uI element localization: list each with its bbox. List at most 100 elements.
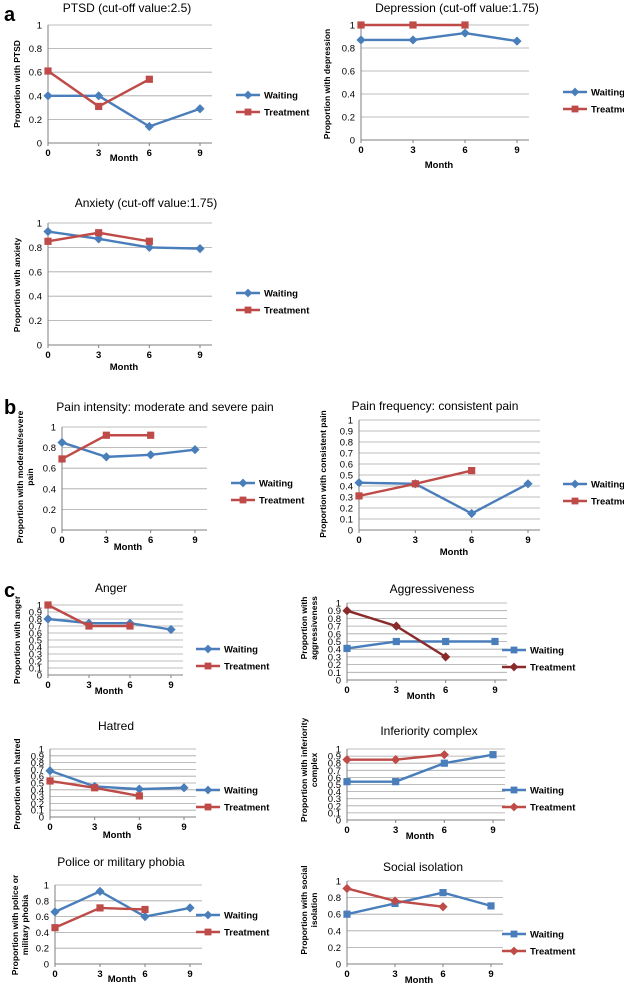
y-tick-label: 0.4 [328,645,341,656]
series-line-waiting [47,617,172,631]
y-tick-label: 0.6 [328,629,341,640]
y-tick-label: 0.3 [328,794,341,805]
x-tick-label: 6 [148,535,153,546]
x-tick-label: 9 [525,535,530,546]
legend-marker [204,662,212,670]
data-point-treatment [95,102,103,111]
y-tick-label: 0.1 [31,806,44,817]
legend-marker [203,785,213,795]
y-tick-label: 0 [37,341,42,352]
data-point-treatment [439,750,449,760]
legend-marker [571,105,579,113]
data-point-waiting [343,644,351,653]
x-tick-label: 9 [192,535,197,546]
x-tick-label: 0 [45,350,50,361]
x-axis-label: Month [110,362,139,373]
y-axis-label-line: Proportion with anger [12,595,22,684]
y-tick-label: 0.1 [328,808,341,819]
chart-title: Depression (cut-off value:1.75) [375,1,539,15]
y-axis-label-line: Proportion with consistent pain [318,410,328,538]
legend-label: Waiting [591,88,624,99]
y-axis-label-line: Proportion with PTSD [12,40,22,128]
y-tick-label: 0.1 [328,668,341,679]
y-tick-label: 0.4 [342,90,355,101]
data-point-treatment [145,75,153,83]
series-line-waiting [48,94,201,128]
chart-anger: 00.10.20.30.40.50.60.70.80.91 0 3 6 9 Anger Mo… [12,581,270,697]
y-tick-label: 0.4 [29,91,42,102]
data-point-treatment [355,492,363,500]
y-axis-label-line: Proportion with [299,597,309,660]
legend-marker [244,306,252,314]
chart-pain-frequency: 00.10.20.30.40.50.60.70.80.91 0 3 6 9 Pain fr… [318,399,624,558]
data-point-treatment [409,21,417,29]
y-tick-label: 0.8 [340,438,353,449]
y-tick-label: 1 [51,423,56,434]
data-point-treatment [91,784,99,792]
data-point-waiting [343,910,351,918]
y-tick-label: 1 [350,21,355,32]
y-tick-label: 0.5 [328,637,341,648]
legend-label: Treatment [224,928,270,939]
data-point-waiting [487,902,495,910]
data-point-waiting [442,637,450,646]
chart-title: Anxiety (cut-off value:1.75) [75,196,218,210]
data-point-waiting [94,234,104,244]
data-point-waiting [195,104,205,114]
y-tick-label: 0.8 [36,896,49,907]
x-tick-label: 6 [469,535,474,546]
x-tick-label: 6 [142,969,147,980]
y-axis-label-line: Proportion with police or [10,874,20,975]
data-point-treatment [357,21,365,29]
y-tick-label: 0.8 [328,759,341,770]
y-tick-label: 0.5 [340,471,353,482]
x-tick-label: 3 [86,680,91,691]
y-axis-label: Proportion with PTSD [12,40,22,128]
y-axis-label-line: Proportion with moderate/severe [15,410,25,543]
y-tick-label: 0.8 [31,758,44,769]
y-tick-label: 0.6 [340,460,353,471]
y-tick-label: 0.3 [29,650,42,661]
y-axis-label-line: isolation [309,893,319,928]
x-axis-label: Month [95,686,124,697]
legend-marker [510,930,518,938]
y-tick-label: 0.5 [31,779,44,790]
y-tick-label: 0.4 [340,482,353,493]
y-tick-label: 1 [37,21,42,32]
x-tick-label: 9 [187,969,192,980]
data-point-treatment [96,904,104,912]
data-point-treatment [51,924,59,932]
series-line-waiting [47,230,201,250]
y-tick-label: 0.5 [29,636,42,647]
y-axis-label: Proportion with consistent pain [318,410,328,538]
data-point-waiting [179,783,189,793]
legend-label: Waiting [224,645,258,656]
y-tick-label: 0.2 [36,944,49,955]
data-point-waiting [195,244,205,254]
data-point-treatment [461,21,469,29]
legend-label: Treatment [259,496,305,507]
legend-marker [509,802,519,812]
chart-title: Pain intensity: moderate and severe pain [56,400,273,414]
y-axis-label-line: complex [309,752,319,787]
x-tick-label: 9 [181,822,186,833]
x-tick-label: 9 [197,350,202,361]
legend-label: Treatment [530,947,576,958]
y-tick-label: 1 [44,881,49,892]
legend-label: Treatment [530,663,576,674]
x-axis-label: Month [440,547,469,558]
y-tick-label: 0.2 [328,943,341,954]
y-tick-label: 0 [37,671,42,682]
data-point-treatment [46,777,54,785]
legend-marker [570,87,580,97]
y-tick-label: 0.6 [31,772,44,783]
section-label-c: c [4,580,16,602]
data-point-waiting [392,637,400,646]
y-tick-label: 0 [336,960,341,971]
data-point-treatment [438,902,448,912]
chart-pain-intensity: 0 0.2 0.4 0.6 0.8 1 0 3 6 9 Pain intensity: modera… [15,400,305,553]
data-point-treatment [44,601,52,609]
series-line-waiting [54,889,191,918]
x-axis-label: Month [114,542,143,553]
legend-marker [244,108,252,116]
